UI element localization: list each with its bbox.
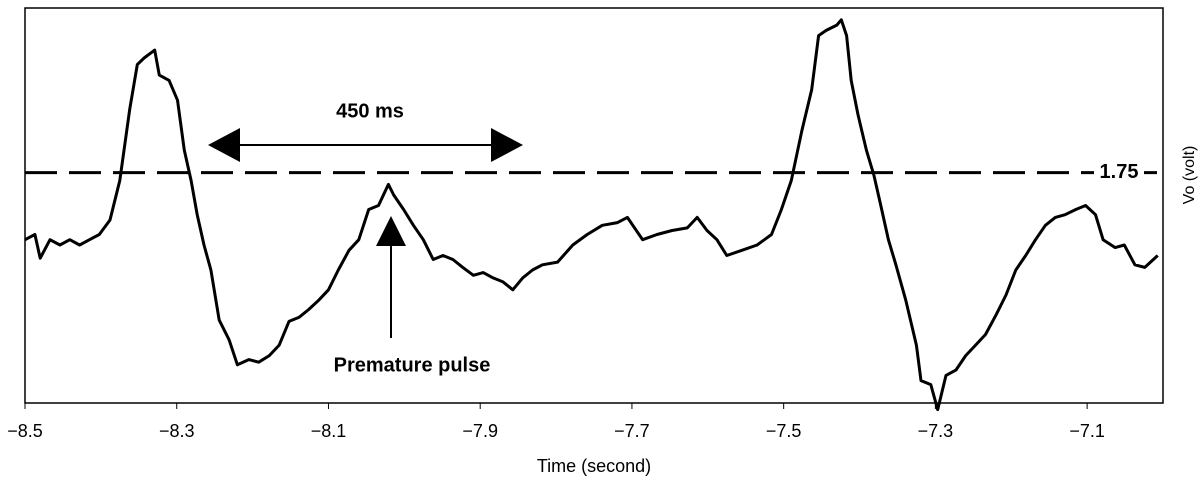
x-tick-label: −7.1 (1069, 421, 1105, 441)
pulse-arrow-head (376, 216, 406, 246)
x-tick-label: −8.5 (7, 421, 43, 441)
x-tick-label: −7.3 (918, 421, 954, 441)
x-tick-label: −8.3 (159, 421, 195, 441)
x-tick-label: −7.9 (462, 421, 498, 441)
reference-label-bg (1094, 160, 1144, 185)
x-tick-label: −7.5 (766, 421, 802, 441)
span-arrow-head (208, 128, 240, 162)
x-tick-label: −8.1 (311, 421, 347, 441)
span-arrow-head (491, 128, 523, 162)
y-axis-label: Vo (volt) (1181, 146, 1198, 205)
pulse-annotation: Premature pulse (334, 354, 491, 376)
signal-line (24, 18, 1159, 412)
x-tick-label: −7.7 (614, 421, 650, 441)
reference-label: 1.75 (1100, 161, 1139, 183)
x-axis-label: Time (second) (537, 456, 651, 476)
plot-frame (24, 7, 1164, 404)
span-annotation: 450 ms (336, 100, 404, 122)
